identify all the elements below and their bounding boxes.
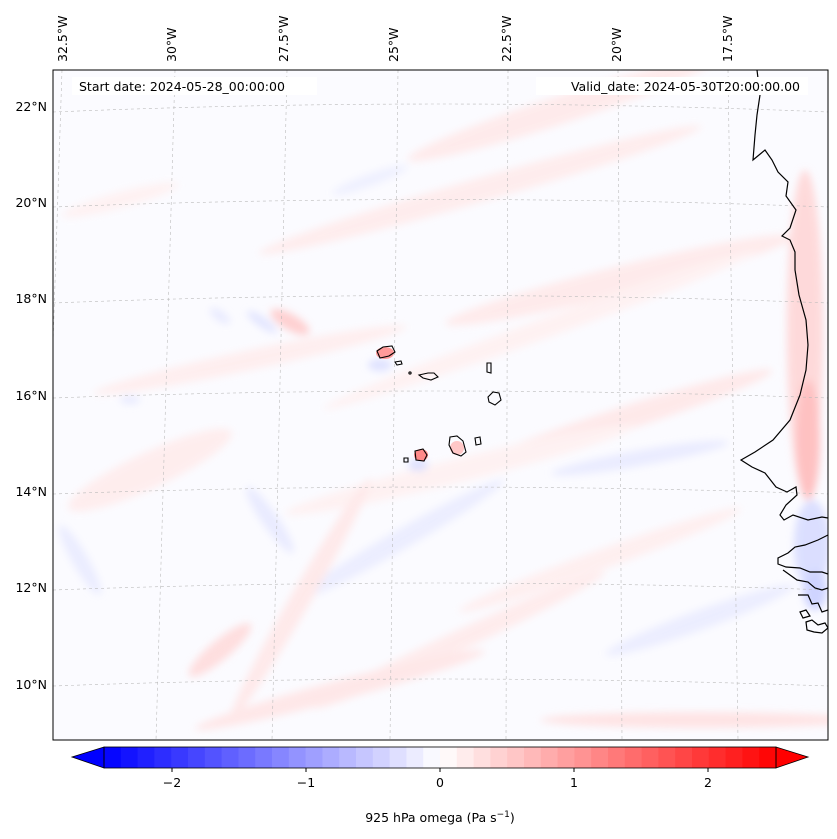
colorbar-segment bbox=[204, 747, 223, 768]
latitude-labels: 22°N 20°N 18°N 16°N 14°N 12°N 10°N bbox=[15, 99, 47, 692]
longitude-labels: 32.5°W 30°W 27.5°W 25°W 22.5°W 20°W 17.5… bbox=[55, 16, 735, 62]
island-maio bbox=[474, 436, 482, 446]
african-coastline bbox=[739, 70, 828, 634]
colorbar-segment bbox=[540, 747, 559, 768]
lat-label: 20°N bbox=[15, 195, 47, 210]
colorbar-segment bbox=[322, 747, 340, 768]
cape-verde-islands bbox=[376, 345, 502, 463]
colorbar-tick-label: −2 bbox=[163, 775, 181, 790]
colorbar-segment bbox=[473, 747, 491, 768]
colorbar-segment bbox=[692, 747, 710, 768]
colorbar-ticks bbox=[171, 768, 709, 772]
map-frame bbox=[52, 69, 829, 741]
valid-date-box bbox=[536, 77, 808, 95]
colorbar-segment bbox=[356, 747, 374, 768]
island-boa-vista bbox=[487, 391, 502, 406]
colorbar-label-end: ) bbox=[510, 810, 515, 825]
colorbar-segment bbox=[238, 747, 256, 768]
colorbar-label: 925 hPa omega (Pa s−1) bbox=[365, 810, 515, 825]
island-santiago bbox=[448, 435, 467, 457]
lat-label: 10°N bbox=[15, 677, 47, 692]
island-sao-nicolau bbox=[417, 372, 439, 381]
island-sao-vicente bbox=[394, 360, 403, 366]
lat-label: 22°N bbox=[15, 99, 47, 114]
colorbar-label-main: 925 hPa omega (Pa s bbox=[365, 810, 496, 825]
colorbar-segment bbox=[255, 747, 273, 768]
colorbar-segment bbox=[305, 747, 323, 768]
colorbar-segments bbox=[104, 747, 777, 768]
island-santa-luzia bbox=[408, 371, 412, 375]
colorbar-segment bbox=[221, 747, 239, 768]
colorbar-segment bbox=[456, 747, 475, 768]
colorbar-label-superscript: −1 bbox=[497, 810, 510, 820]
colorbar-segment bbox=[725, 747, 743, 768]
colorbar-segment bbox=[406, 747, 424, 768]
island-santo-antao bbox=[376, 345, 396, 359]
colorbar-segment bbox=[372, 747, 391, 768]
colorbar-segment bbox=[507, 747, 525, 768]
colorbar-min-extend-arrow bbox=[70, 746, 105, 769]
graticule bbox=[53, 70, 828, 740]
lon-label: 22.5°W bbox=[499, 16, 514, 62]
colorbar-segment bbox=[708, 747, 727, 768]
lon-label: 25°W bbox=[386, 27, 401, 62]
lat-label: 12°N bbox=[15, 580, 47, 595]
start-date-box bbox=[72, 77, 317, 95]
colorbar-segment bbox=[574, 747, 592, 768]
island-brava bbox=[403, 457, 409, 463]
colorbar-segment bbox=[524, 747, 542, 768]
colorbar-segment bbox=[120, 747, 139, 768]
lon-label: 32.5°W bbox=[55, 16, 70, 62]
island-sal bbox=[486, 362, 492, 374]
colorbar-segment bbox=[440, 747, 458, 768]
island-fogo bbox=[414, 448, 428, 462]
colorbar-max-extend-arrow bbox=[775, 746, 810, 769]
colorbar-segment bbox=[608, 747, 626, 768]
colorbar-segment bbox=[104, 747, 122, 768]
colorbar-segment bbox=[272, 747, 290, 768]
colorbar-segment bbox=[557, 747, 575, 768]
colorbar-segment bbox=[490, 747, 508, 768]
colorbar-segment bbox=[339, 747, 357, 768]
colorbar-segment bbox=[171, 747, 189, 768]
lat-label: 14°N bbox=[15, 484, 47, 499]
colorbar-segment bbox=[759, 747, 777, 768]
colorbar: −2 −1 0 1 2 925 hPa omega (Pa s−1) bbox=[70, 746, 810, 825]
colorbar-segment bbox=[641, 747, 659, 768]
colorbar-segment bbox=[742, 747, 760, 768]
valid-date-label: Valid_date: 2024-05-30T20:00:00.00 bbox=[571, 79, 800, 94]
colorbar-tick-label: 2 bbox=[704, 775, 712, 790]
map-panel: Start date: 2024-05-28_00:00:00 Valid_da… bbox=[53, 70, 828, 740]
colorbar-segment bbox=[675, 747, 693, 768]
colorbar-segment bbox=[288, 747, 307, 768]
lon-label: 30°W bbox=[164, 27, 179, 62]
colorbar-tick-label: −1 bbox=[297, 775, 315, 790]
colorbar-segment bbox=[624, 747, 643, 768]
lat-label: 18°N bbox=[15, 291, 47, 306]
colorbar-segment bbox=[423, 747, 441, 768]
colorbar-segment bbox=[591, 747, 609, 768]
lon-label: 27.5°W bbox=[276, 16, 291, 62]
start-date-label: Start date: 2024-05-28_00:00:00 bbox=[79, 79, 285, 94]
lon-label: 17.5°W bbox=[720, 16, 735, 62]
colorbar-tick-label: 1 bbox=[570, 775, 578, 790]
lon-label: 20°W bbox=[609, 27, 624, 62]
colorbar-segment bbox=[154, 747, 172, 768]
colorbar-segment bbox=[137, 747, 155, 768]
island-hotspot bbox=[450, 441, 464, 455]
colorbar-segment bbox=[188, 747, 206, 768]
colorbar-segment bbox=[658, 747, 676, 768]
colorbar-tick-label: 0 bbox=[436, 775, 444, 790]
lat-label: 16°N bbox=[15, 388, 47, 403]
colorbar-segment bbox=[389, 747, 407, 768]
